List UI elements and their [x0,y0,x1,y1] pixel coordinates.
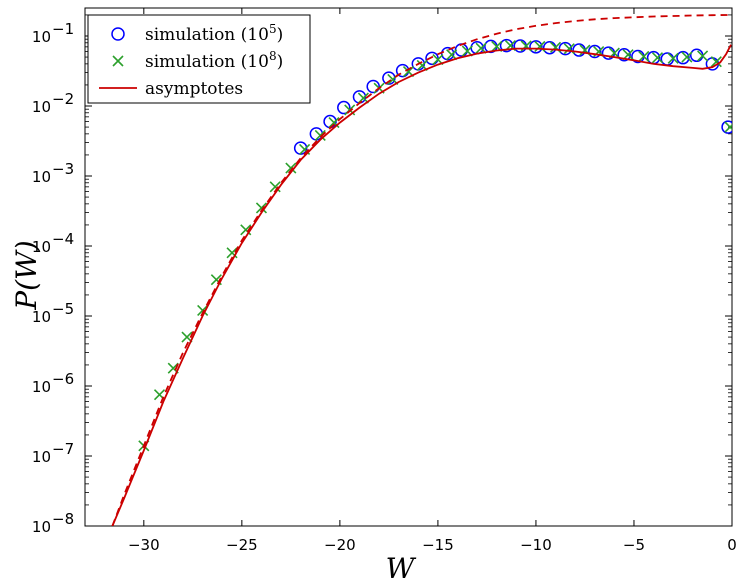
legend-label: simulation (108) [145,49,283,72]
x-tick-label: −15 [422,536,454,554]
y-tick-label: 10 [32,378,51,396]
data-point-circle [676,50,690,65]
y-tick-label-exp: −3 [52,160,74,178]
legend-label: asymptotes [145,79,243,99]
y-tick-label-exp: −8 [52,510,74,528]
data-point-cross [667,52,679,64]
data-point-cross [269,181,281,193]
legend-marker-cross [112,55,124,67]
data-point-circle [366,79,380,94]
data-point-circle [558,41,573,56]
series-line-solid [111,44,732,526]
series-line-dashed [111,14,732,526]
y-tick-label: 10 [32,238,51,256]
y-tick-label-exp: −1 [52,20,74,38]
legend-label: simulation (105) [145,22,283,45]
y-tick-label-exp: −2 [52,90,74,108]
data-point-cross [651,52,664,64]
x-tick-label: −5 [623,536,645,554]
y-tick-label-exp: −7 [52,440,74,458]
series-layer [111,14,732,526]
legend-label-suffix: ) [277,25,284,45]
y-tick-label: 10 [32,168,51,186]
y-axis-title: P(W) [10,240,43,310]
data-point-cross [724,121,732,133]
data-point-cross [357,92,369,104]
data-point-circle [617,47,631,62]
data-point-cross [697,50,709,62]
y-tick-label-exp: −5 [52,300,74,318]
data-point-circle [721,120,732,134]
x-tick-label: −10 [520,536,552,554]
y-tick-label: 10 [32,518,51,536]
y-tick-label-exp: −4 [52,230,74,248]
y-tick-label: 10 [32,448,51,466]
y-tick-label: 10 [32,28,51,46]
legend-label-exp: 8 [269,49,277,63]
legend: simulation (105) simulation (108) asymptot… [87,14,311,104]
y-tick-label-exp: −6 [52,370,74,388]
data-point-cross [475,42,487,54]
data-point-cross [314,129,326,141]
data-point-circle [529,40,543,54]
data-point-cross [710,56,722,68]
data-point-cross [446,49,458,61]
data-point-cross [285,162,297,174]
plot-area [111,14,732,526]
data-point-circle [588,44,602,59]
data-point-cross [638,50,650,63]
data-point-cross [681,51,693,63]
data-point-cross [255,202,268,214]
y-tick-label: 10 [32,98,51,116]
legend-marker-circle [111,27,125,41]
x-tick-label: −20 [324,536,356,554]
data-point-cross [197,304,209,317]
x-tick-label: −25 [226,536,258,554]
y-tick-label: 10 [32,308,51,326]
x-tick-label: −30 [128,536,160,554]
x-tick-label: 0 [727,536,737,554]
data-point-circle [499,38,514,53]
legend-label-exp: 5 [269,22,277,36]
data-point-circle [425,51,439,66]
data-point-circle [337,100,351,115]
x-axis-title: W [386,552,417,582]
legend-label-suffix: ) [277,52,284,72]
ticks: −30 −25 −20 −15 −10 −5 010−810−710−610−510−410… [32,8,737,554]
